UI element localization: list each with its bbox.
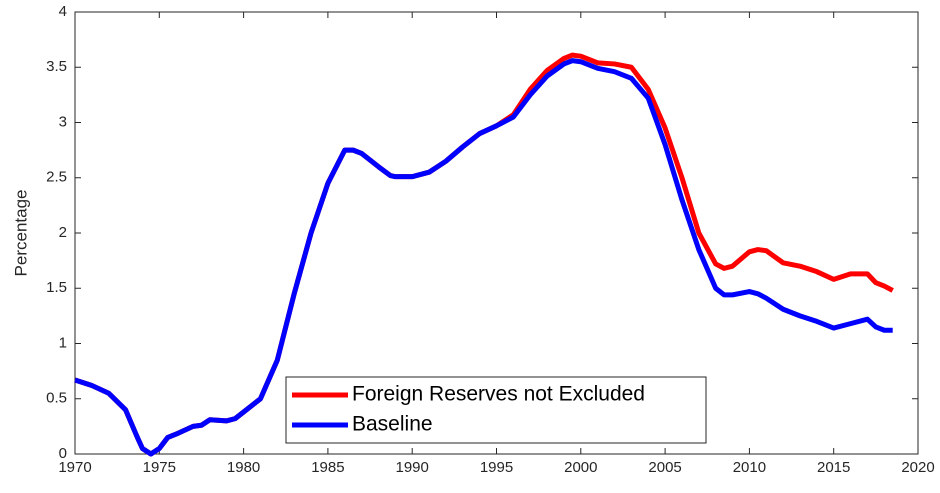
legend-label: Baseline xyxy=(352,413,433,436)
y-tick-label: 2 xyxy=(59,224,67,241)
x-tick-label: 2010 xyxy=(733,459,766,476)
x-tick-label: 1975 xyxy=(143,459,176,476)
y-tick-label: 3.5 xyxy=(46,58,67,75)
x-tick-label: 1970 xyxy=(58,459,91,476)
line-series xyxy=(74,58,893,457)
x-tick-label: 1985 xyxy=(311,459,344,476)
y-tick-label: 0.5 xyxy=(46,390,67,407)
y-tick-label: 3 xyxy=(59,113,67,130)
y-tick-label: 0 xyxy=(59,445,67,462)
legend-label: Foreign Reserves not Excluded xyxy=(352,383,645,406)
x-tick-label: 2000 xyxy=(564,459,597,476)
x-tick-label: 2020 xyxy=(901,459,934,476)
legend-box xyxy=(285,376,707,444)
x-tick-label: 2005 xyxy=(648,459,681,476)
y-axis-label: Percentage xyxy=(11,190,30,277)
x-tick-label: 2015 xyxy=(817,459,850,476)
y-tick-label: 1.5 xyxy=(46,279,67,296)
x-tick-label: 1980 xyxy=(227,459,260,476)
y-tick-label: 2.5 xyxy=(46,169,67,186)
x-tick-label: 1995 xyxy=(480,459,513,476)
y-tick-label: 4 xyxy=(59,3,67,20)
y-tick-label: 1 xyxy=(59,334,67,351)
x-tick-label: 1990 xyxy=(396,459,429,476)
